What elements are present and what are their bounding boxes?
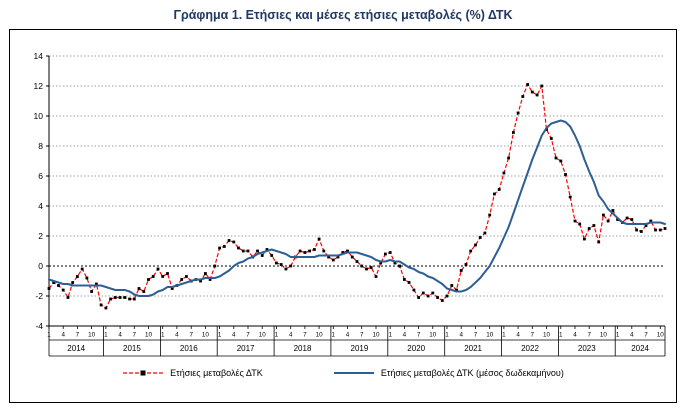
svg-text:10: 10: [372, 332, 380, 339]
svg-text:7: 7: [531, 332, 535, 339]
svg-text:4: 4: [232, 332, 236, 339]
svg-text:1: 1: [388, 332, 392, 339]
svg-text:1: 1: [445, 332, 449, 339]
svg-text:2015: 2015: [123, 344, 141, 353]
svg-text:2018: 2018: [294, 344, 312, 353]
svg-text:7: 7: [246, 332, 250, 339]
legend-item-12month-average: Ετήσιες μεταβολές ΔΤΚ (μέσος δωδεκαμήνου…: [333, 368, 564, 378]
svg-text:7: 7: [303, 332, 307, 339]
svg-text:4: 4: [289, 332, 293, 339]
svg-text:10: 10: [600, 332, 608, 339]
svg-text:1: 1: [502, 332, 506, 339]
svg-text:7: 7: [474, 332, 478, 339]
svg-text:7: 7: [76, 332, 80, 339]
svg-text:2: 2: [38, 231, 43, 241]
svg-text:-4: -4: [35, 321, 43, 331]
svg-text:7: 7: [417, 332, 421, 339]
svg-text:4: 4: [118, 332, 122, 339]
chart-legend: Ετήσιες μεταβολές ΔΤΚ Ετήσιες μεταβολές …: [10, 368, 676, 378]
svg-text:4: 4: [459, 332, 463, 339]
svg-text:10: 10: [145, 332, 153, 339]
svg-text:2022: 2022: [521, 344, 539, 353]
svg-text:7: 7: [587, 332, 591, 339]
svg-text:2024: 2024: [631, 344, 649, 353]
svg-text:10: 10: [543, 332, 551, 339]
svg-text:7: 7: [133, 332, 137, 339]
svg-text:10: 10: [486, 332, 494, 339]
chart-box: -4 -2 0 2 4 6 8 10 12 14 1 4 7 10 2014 1 4 7 10 2015 1 4 7 10 20…: [9, 29, 677, 403]
svg-text:1: 1: [275, 332, 279, 339]
svg-text:2020: 2020: [407, 344, 425, 353]
svg-text:2021: 2021: [464, 344, 482, 353]
svg-text:1: 1: [616, 332, 620, 339]
svg-text:2023: 2023: [578, 344, 596, 353]
svg-text:4: 4: [61, 332, 65, 339]
svg-text:1: 1: [47, 332, 51, 339]
svg-text:1: 1: [218, 332, 222, 339]
svg-text:4: 4: [346, 332, 350, 339]
svg-text:10: 10: [34, 111, 44, 121]
legend-label-12month-average: Ετήσιες μεταβολές ΔΤΚ (μέσος δωδεκαμήνου…: [380, 368, 564, 378]
svg-text:4: 4: [573, 332, 577, 339]
svg-text:10: 10: [88, 332, 96, 339]
svg-text:4: 4: [630, 332, 634, 339]
svg-text:1: 1: [161, 332, 165, 339]
svg-text:8: 8: [38, 141, 43, 151]
svg-text:1: 1: [104, 332, 108, 339]
chart-title: Γράφημα 1. Ετήσιες και μέσες ετήσιες μετ…: [173, 8, 513, 22]
svg-text:7: 7: [360, 332, 364, 339]
svg-text:10: 10: [429, 332, 437, 339]
svg-text:2019: 2019: [351, 344, 369, 353]
svg-text:4: 4: [516, 332, 520, 339]
svg-text:12: 12: [34, 81, 44, 91]
legend-label-annual-changes: Ετήσιες μεταβολές ΔΤΚ: [170, 368, 263, 378]
legend-swatch-dashed-red-icon: [123, 370, 164, 376]
legend-swatch-solid-blue-icon: [333, 372, 374, 374]
chart-page: Γράφημα 1. Ετήσιες και μέσες ετήσιες μετ…: [9, 8, 677, 403]
svg-text:4: 4: [403, 332, 407, 339]
svg-text:1: 1: [332, 332, 336, 339]
svg-text:10: 10: [657, 332, 665, 339]
svg-text:2016: 2016: [180, 344, 198, 353]
svg-text:10: 10: [259, 332, 267, 339]
svg-text:7: 7: [644, 332, 648, 339]
svg-text:4: 4: [38, 201, 43, 211]
svg-text:4: 4: [175, 332, 179, 339]
svg-text:2017: 2017: [237, 344, 255, 353]
svg-text:1: 1: [559, 332, 563, 339]
svg-text:2014: 2014: [67, 344, 85, 353]
svg-text:6: 6: [38, 171, 43, 181]
svg-text:0: 0: [38, 261, 43, 271]
svg-text:14: 14: [34, 51, 44, 61]
svg-text:10: 10: [316, 332, 324, 339]
legend-item-annual-changes: Ετήσιες μεταβολές ΔΤΚ: [122, 368, 263, 378]
svg-text:10: 10: [202, 332, 210, 339]
svg-text:-2: -2: [35, 291, 43, 301]
svg-text:7: 7: [189, 332, 193, 339]
